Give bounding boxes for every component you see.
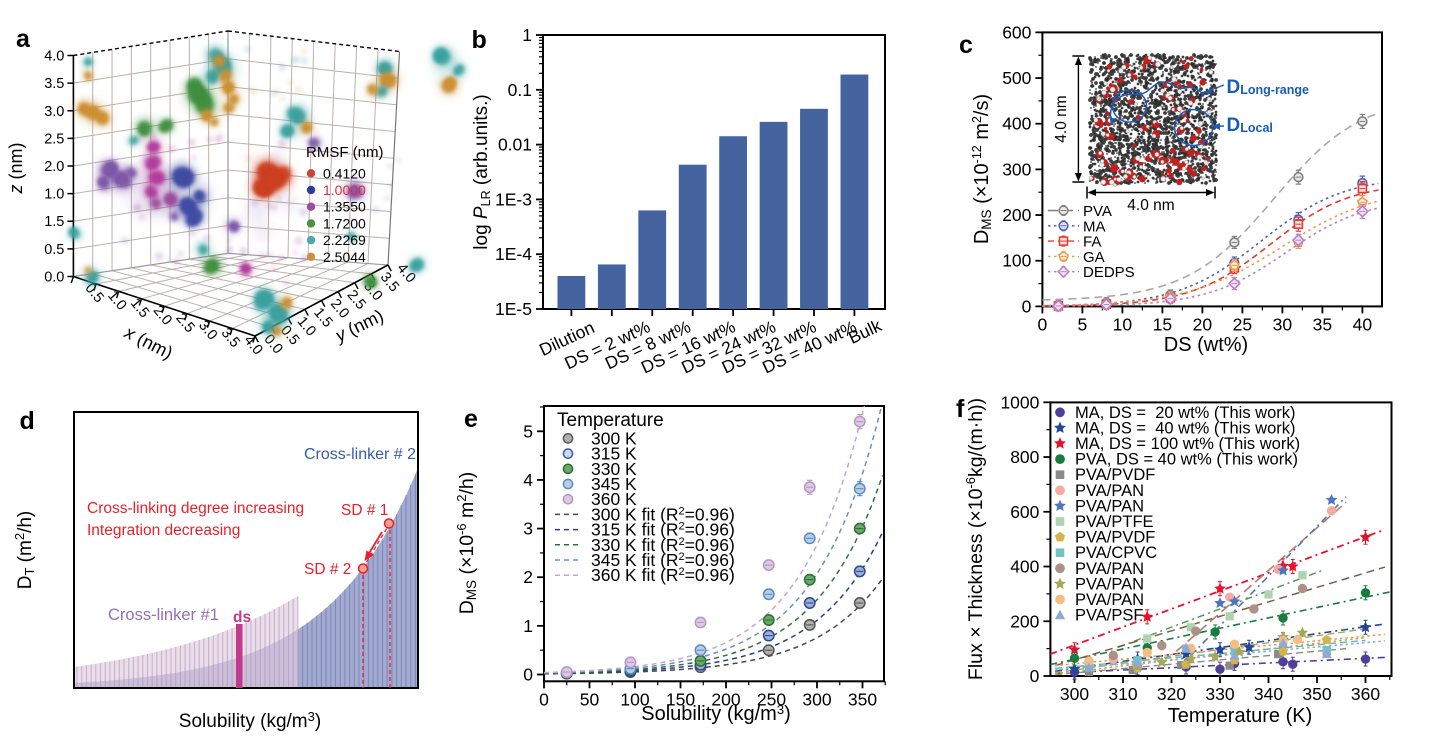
svg-text:0.5: 0.5 (44, 242, 64, 258)
svg-text:2: 2 (523, 567, 533, 587)
svg-text:0: 0 (523, 665, 533, 685)
svg-text:0: 0 (539, 689, 549, 709)
svg-text:1E-4: 1E-4 (495, 244, 532, 264)
svg-text:0.0: 0.0 (44, 270, 64, 286)
svg-text:20: 20 (1193, 314, 1213, 334)
svg-text:360: 360 (1351, 684, 1380, 704)
svg-text:200: 200 (1002, 205, 1031, 225)
svg-text:DT (m2/h): DT (m2/h) (12, 511, 37, 590)
svg-text:2.5: 2.5 (44, 131, 64, 147)
svg-text:SD # 2: SD # 2 (304, 561, 351, 578)
svg-text:d: d (20, 407, 35, 435)
svg-text:350: 350 (848, 689, 877, 709)
svg-text:35: 35 (1313, 314, 1332, 334)
svg-text:1E-5: 1E-5 (495, 299, 532, 319)
svg-text:b: b (472, 26, 487, 54)
svg-text:1: 1 (523, 616, 533, 636)
svg-text:800: 800 (1010, 447, 1039, 467)
svg-text:Flux × Thickness (×10-6kg/(m·h: Flux × Thickness (×10-6kg/(m·h)) (963, 398, 987, 680)
svg-text:1000: 1000 (1000, 392, 1039, 412)
svg-text:600: 600 (1002, 22, 1031, 42)
svg-text:400: 400 (1010, 557, 1039, 577)
svg-text:360 K fit (R2=0.96): 360 K fit (R2=0.96) (591, 565, 735, 585)
svg-text:ds: ds (233, 609, 251, 626)
svg-text:400: 400 (1002, 114, 1031, 134)
svg-text:300: 300 (802, 689, 831, 709)
svg-text:DEDPS: DEDPS (1083, 264, 1135, 281)
svg-text:log PLR (arb.units.): log PLR (arb.units.) (471, 94, 493, 249)
svg-text:1.3550: 1.3550 (323, 199, 366, 215)
svg-text:50: 50 (580, 689, 600, 709)
svg-text:0.1: 0.1 (508, 80, 532, 100)
svg-text:a: a (16, 25, 31, 53)
svg-text:100: 100 (1002, 251, 1031, 271)
svg-text:1: 1 (522, 25, 532, 45)
svg-text:3: 3 (523, 519, 533, 539)
svg-text:330: 330 (1205, 684, 1234, 704)
svg-text:SD # 1: SD # 1 (341, 502, 388, 519)
svg-text:5: 5 (1078, 314, 1088, 334)
svg-text:1E-3: 1E-3 (495, 189, 532, 209)
svg-text:Cross-linking degree increasin: Cross-linking degree increasing (87, 500, 304, 517)
svg-text:f: f (956, 395, 965, 423)
svg-text:600: 600 (1010, 502, 1039, 522)
svg-text:4: 4 (523, 470, 533, 490)
svg-text:350: 350 (1302, 684, 1331, 704)
svg-text:Cross-linker #1: Cross-linker #1 (108, 606, 219, 624)
svg-text:2.5044: 2.5044 (323, 249, 366, 265)
svg-text:40: 40 (1353, 314, 1373, 334)
svg-text:2.2269: 2.2269 (323, 232, 366, 248)
svg-text:2.0: 2.0 (44, 159, 64, 175)
svg-text:0: 0 (1038, 314, 1048, 334)
svg-text:340: 340 (1254, 684, 1283, 704)
svg-text:4.0 nm: 4.0 nm (1127, 197, 1174, 214)
svg-text:e: e (464, 405, 478, 433)
svg-text:10: 10 (1113, 314, 1133, 334)
svg-text:c: c (959, 31, 973, 59)
svg-text:1.0: 1.0 (44, 187, 64, 203)
svg-text:30: 30 (1273, 314, 1293, 334)
svg-text:300: 300 (1002, 159, 1031, 179)
svg-text:z (nm): z (nm) (6, 143, 26, 195)
svg-text:1.7200: 1.7200 (323, 215, 366, 231)
svg-text:Integration decreasing: Integration decreasing (87, 522, 240, 539)
svg-text:5: 5 (523, 421, 533, 441)
svg-text:320: 320 (1157, 684, 1186, 704)
svg-text:PVA/PSF: PVA/PSF (1075, 607, 1143, 625)
svg-text:DS (wt%): DS (wt%) (1164, 334, 1248, 356)
svg-text:310: 310 (1108, 684, 1137, 704)
svg-text:500: 500 (1002, 68, 1031, 88)
svg-text:RMSF (nm): RMSF (nm) (306, 144, 384, 161)
svg-text:3.5: 3.5 (44, 76, 64, 92)
svg-text:3.0: 3.0 (44, 104, 64, 120)
svg-text:300: 300 (1060, 684, 1089, 704)
svg-text:15: 15 (1153, 314, 1172, 334)
svg-text:0.01: 0.01 (498, 135, 532, 155)
svg-text:4.0 nm: 4.0 nm (1053, 95, 1070, 142)
svg-text:Solubility (kg/m3): Solubility (kg/m3) (641, 702, 791, 725)
svg-text:1.0000: 1.0000 (323, 182, 366, 198)
svg-text:Solubility (kg/m3): Solubility (kg/m3) (179, 709, 321, 732)
svg-text:0: 0 (1030, 666, 1040, 686)
svg-text:Cross-linker # 2: Cross-linker # 2 (304, 446, 416, 463)
svg-text:200: 200 (1010, 611, 1039, 631)
svg-text:0: 0 (1022, 296, 1032, 316)
svg-text:0.4120: 0.4120 (323, 165, 366, 181)
svg-text:Temperature (K): Temperature (K) (1168, 705, 1313, 727)
svg-text:25: 25 (1233, 314, 1252, 334)
svg-text:4.0: 4.0 (44, 49, 64, 65)
svg-text:1.5: 1.5 (44, 214, 64, 230)
